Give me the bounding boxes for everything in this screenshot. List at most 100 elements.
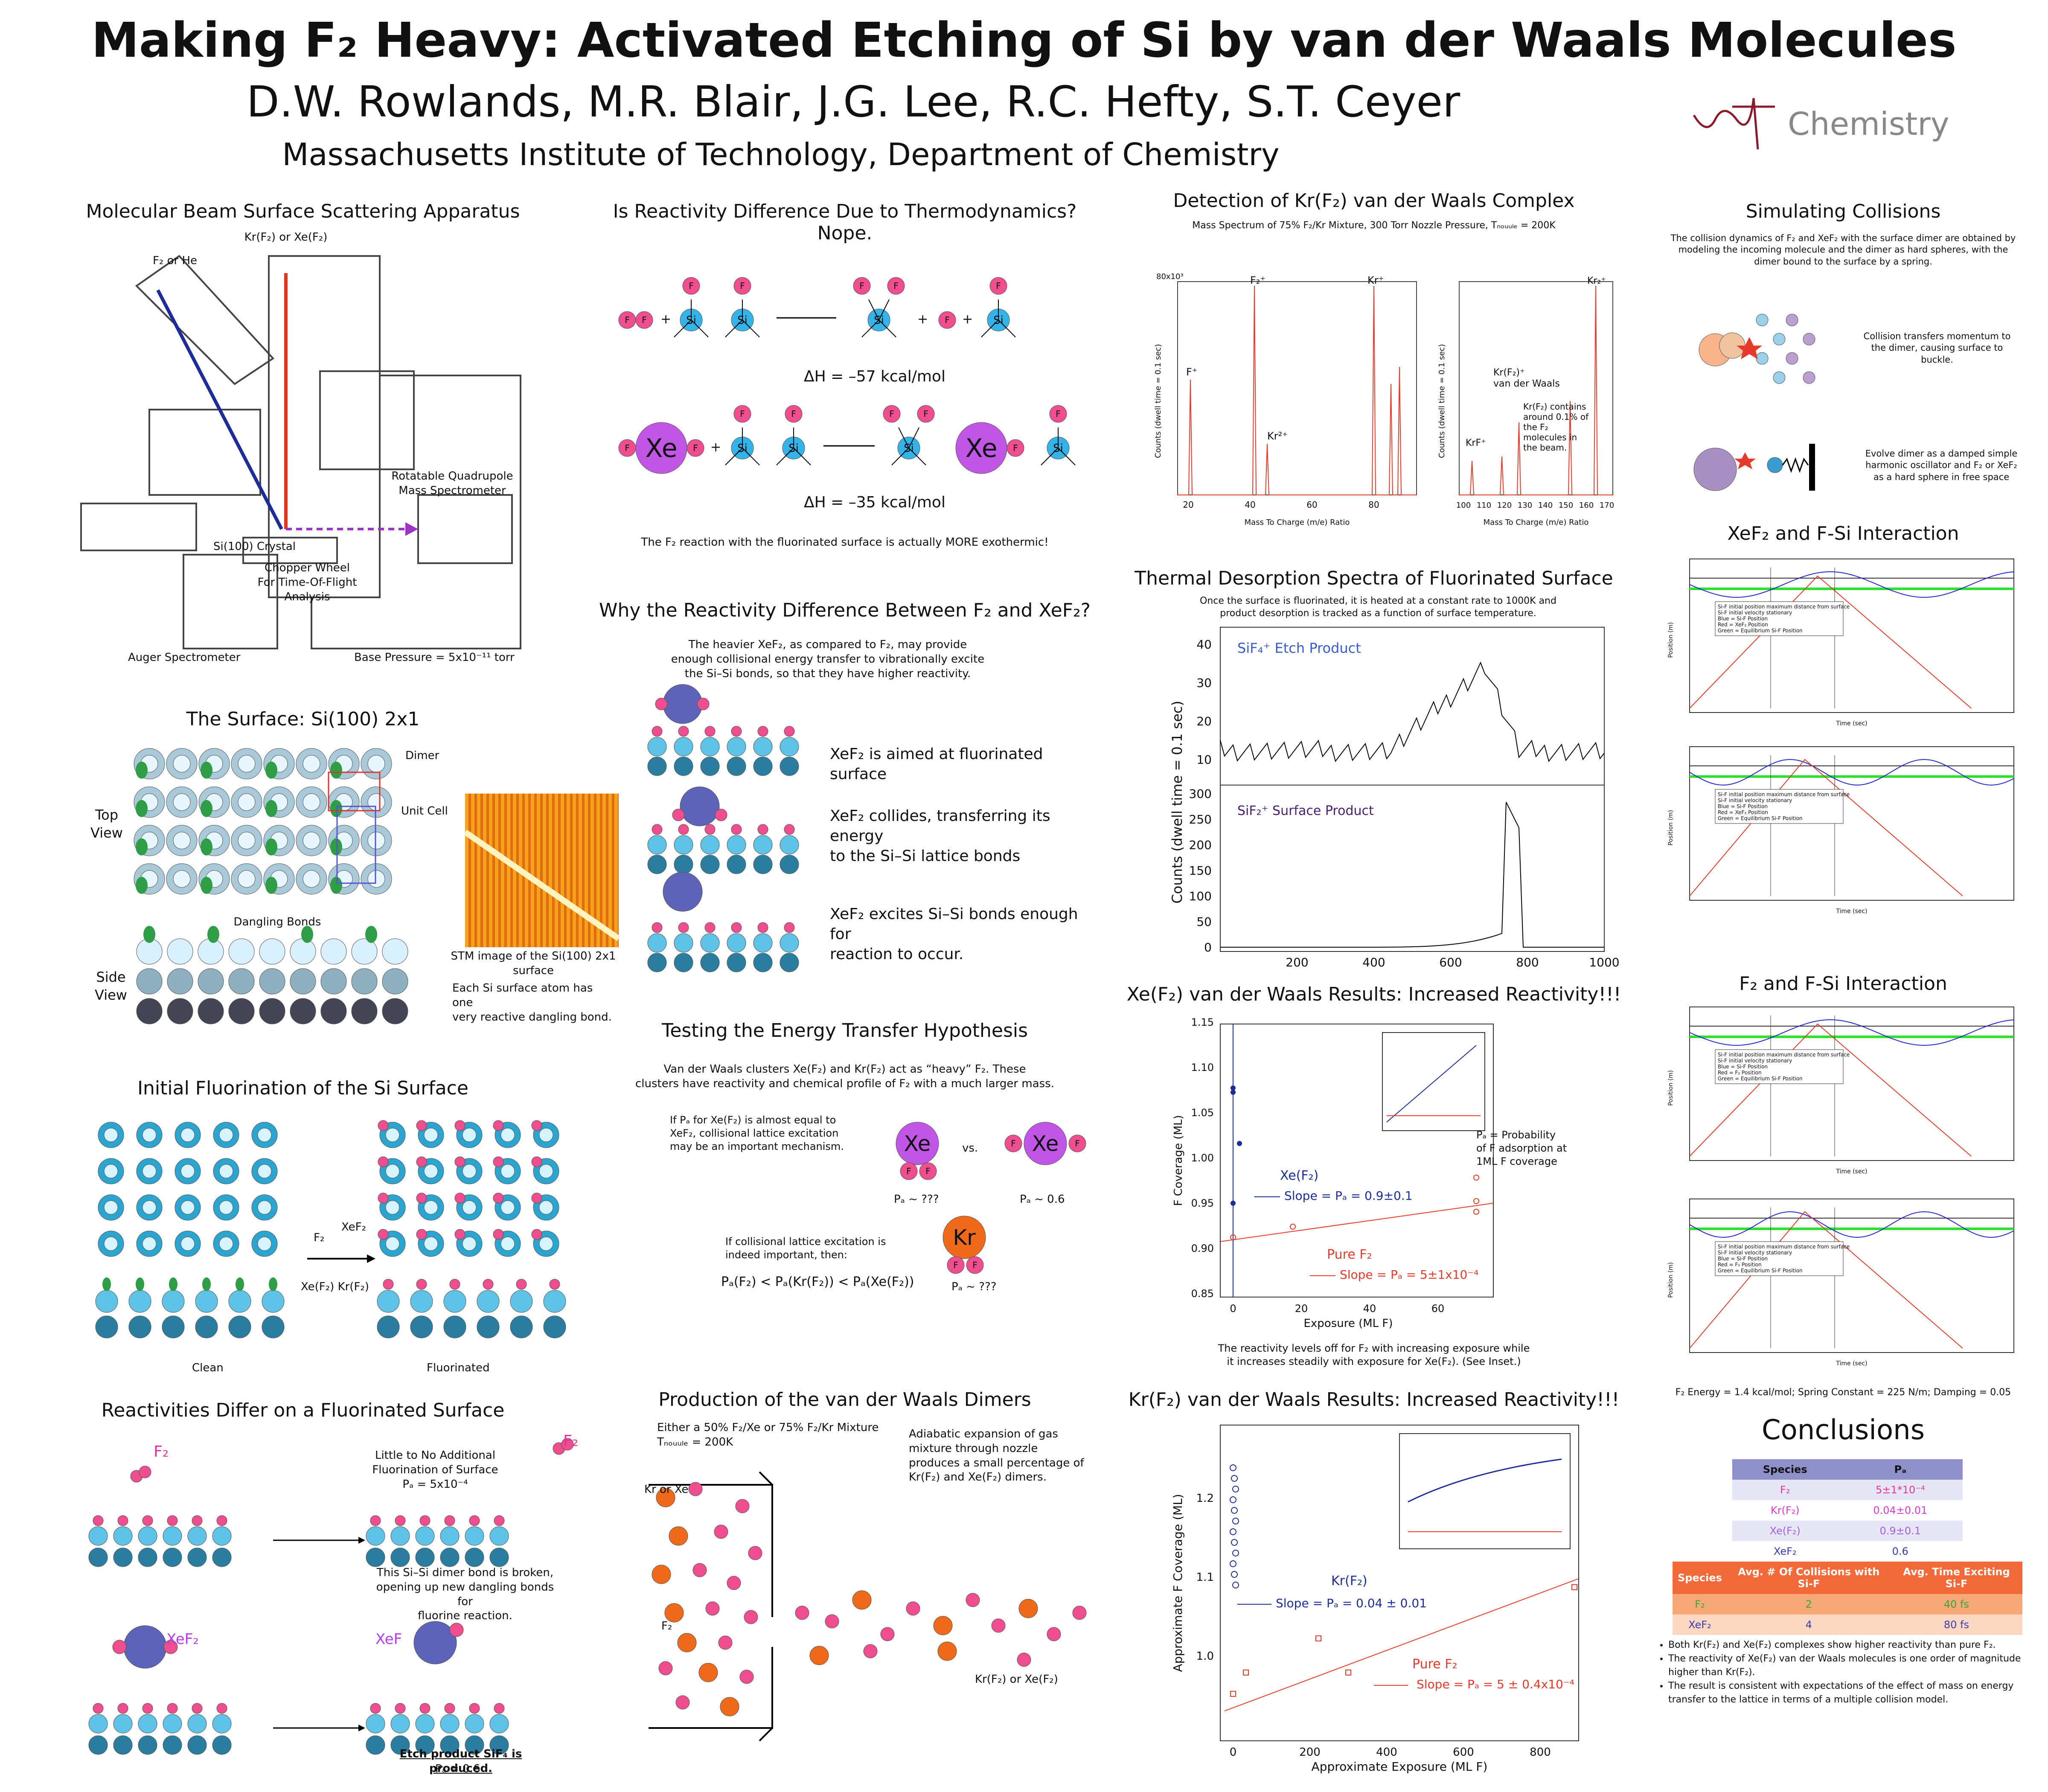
- x-tick: 40: [1245, 500, 1255, 510]
- dangling-bond: [201, 762, 212, 779]
- f-atom: [449, 1623, 464, 1637]
- y-axis-label: Position (m): [1667, 1262, 1674, 1298]
- si-atom-top: [238, 870, 256, 888]
- x-axis-label: Time (sec): [1836, 1360, 1867, 1367]
- y-tick: 0.85: [1191, 1288, 1214, 1300]
- f-atom: [652, 824, 663, 835]
- si-atom: [674, 855, 693, 874]
- si-atom: [113, 1548, 133, 1567]
- y-tick: 1.1: [1196, 1571, 1214, 1584]
- f-atom: [378, 1156, 389, 1167]
- dangling-bond: [330, 838, 342, 855]
- si-atom: [320, 998, 347, 1024]
- spectrum-line: [1459, 285, 1613, 495]
- conclusions-title: Conclusions: [1761, 1414, 1925, 1446]
- sim-legend-line: Si-F initial velocity stationary: [1718, 1058, 1792, 1064]
- f2-fit-line: [1224, 1578, 1579, 1711]
- dangling-bond: [301, 926, 313, 943]
- si-atom-top: [219, 1200, 233, 1215]
- si-atom: [780, 737, 799, 756]
- thermo-dh2: ΔH = –35 kcal/mol: [804, 494, 945, 511]
- production-title: Production of the van der Waals Dimers: [658, 1389, 1031, 1411]
- f-atom: [704, 824, 716, 835]
- x-tick: 60: [1306, 500, 1317, 510]
- atom-label: F: [1056, 409, 1061, 419]
- f-atom: [370, 1703, 381, 1714]
- x-axis-label: Mass To Charge (m/e) Ratio: [1484, 518, 1589, 527]
- xe-point: [1231, 1201, 1236, 1206]
- y-tick: 1.00: [1191, 1152, 1214, 1164]
- collision-table-header: Species: [1678, 1572, 1722, 1584]
- si-atom: [674, 756, 693, 776]
- surface-top-view: [134, 748, 392, 895]
- sim-legend-line: Blue = Si-F Position: [1718, 1256, 1768, 1262]
- si-atom-top: [180, 1164, 195, 1178]
- bond: [1058, 448, 1076, 465]
- plot-frame: [1689, 1007, 2014, 1161]
- si-atom: [780, 756, 799, 776]
- apparatus-chopper-label: Chopper Wheel For Time-Of-Flight Analysi…: [257, 561, 357, 603]
- si-atom: [262, 1290, 285, 1313]
- si-atom: [465, 1526, 484, 1546]
- f-atom: [483, 1279, 494, 1290]
- collision-table: Species Avg. # Of Collisions with Si-F A…: [1673, 1562, 2022, 1635]
- x-tick: 110: [1477, 501, 1491, 510]
- dangling-bond: [236, 1277, 244, 1291]
- reactivity-etch-label: Etch product SiF₄ is produced.: [399, 1748, 522, 1775]
- si-atom: [753, 953, 773, 972]
- x-tick: 40: [1363, 1303, 1376, 1315]
- kr-atom: [664, 1603, 684, 1623]
- kr-atom: [698, 1663, 718, 1682]
- f-atom: [731, 922, 742, 933]
- f2-sim-plot-1: Si-F initial position maximum distance f…: [1667, 1007, 2014, 1175]
- conclusion-bullet: Both Kr(F₂) and Xe(F₂) complexes show hi…: [1668, 1638, 2035, 1652]
- x-tick: 400: [1362, 955, 1385, 969]
- f-atom: [757, 922, 768, 933]
- krf2-coverage-plot: 1.0 1.1 1.2 0 200 400 600 800 Approximate Exposu…: [1171, 1425, 1579, 1774]
- collision-table-cell: 2: [1805, 1598, 1812, 1610]
- f-atom: [731, 726, 742, 737]
- xe-legend-label: Xe(F₂): [1280, 1168, 1318, 1183]
- detection-subtitle: Mass Spectrum of 75% F₂/Kr Mixture, 300 …: [1192, 220, 1556, 231]
- sim-legend-line: Si-F initial position maximum distance f…: [1718, 1244, 1850, 1250]
- si-atom-top: [238, 793, 256, 811]
- f-atom: [167, 1515, 178, 1526]
- atom-label: F: [889, 409, 894, 419]
- kr-atom: [720, 1697, 739, 1716]
- y-tick: 30: [1196, 676, 1212, 690]
- si-atom: [753, 737, 773, 756]
- f-atom: [727, 1576, 741, 1590]
- simulating-note2: Evolve dimer as a damped simple harmonic…: [1865, 448, 2018, 482]
- f-atom: [784, 726, 795, 737]
- f-atom: [531, 1120, 542, 1131]
- si-atom: [780, 933, 799, 953]
- y-tick: 0: [1204, 940, 1212, 954]
- si-atom: [320, 938, 347, 965]
- plot-frame: [1689, 559, 2014, 713]
- si-atom: [674, 835, 693, 855]
- si-atom: [753, 933, 773, 953]
- si-atom: [228, 998, 255, 1024]
- atom-label: F: [689, 281, 694, 291]
- xe-atom: [413, 1621, 457, 1664]
- pa-table-header-species: Species: [1763, 1463, 1807, 1475]
- xef2-caption: The reactivity levels off for F₂ with in…: [1218, 1342, 1530, 1368]
- top-view-label: Top View: [90, 807, 123, 841]
- si-atom: [1756, 314, 1769, 326]
- fluorination-xef2: XeF₂: [341, 1221, 367, 1233]
- f-atom: [883, 405, 901, 423]
- xef2-results-title: Xe(F₂) van der Waals Results: Increased …: [1126, 983, 1621, 1005]
- f2-slope-label: Slope = Pₐ = 5 ± 0.4x10⁻⁴: [1417, 1677, 1574, 1691]
- atom-label: F: [642, 315, 647, 325]
- si-atom-top: [142, 1200, 157, 1215]
- si-atom: [390, 1735, 410, 1755]
- sim-legend-line: Si-F initial position maximum distance f…: [1718, 791, 1850, 797]
- f2-sim-title: F₂ and F-Si Interaction: [1739, 973, 1947, 995]
- f-atom: [1007, 439, 1024, 457]
- f-atom: [989, 277, 1007, 295]
- bond: [868, 299, 879, 320]
- f-atom: [692, 1563, 707, 1577]
- pa-table-cell: F₂: [1780, 1484, 1790, 1496]
- f-atom: [900, 1162, 918, 1180]
- molecule-position-curve: [1689, 1211, 1963, 1349]
